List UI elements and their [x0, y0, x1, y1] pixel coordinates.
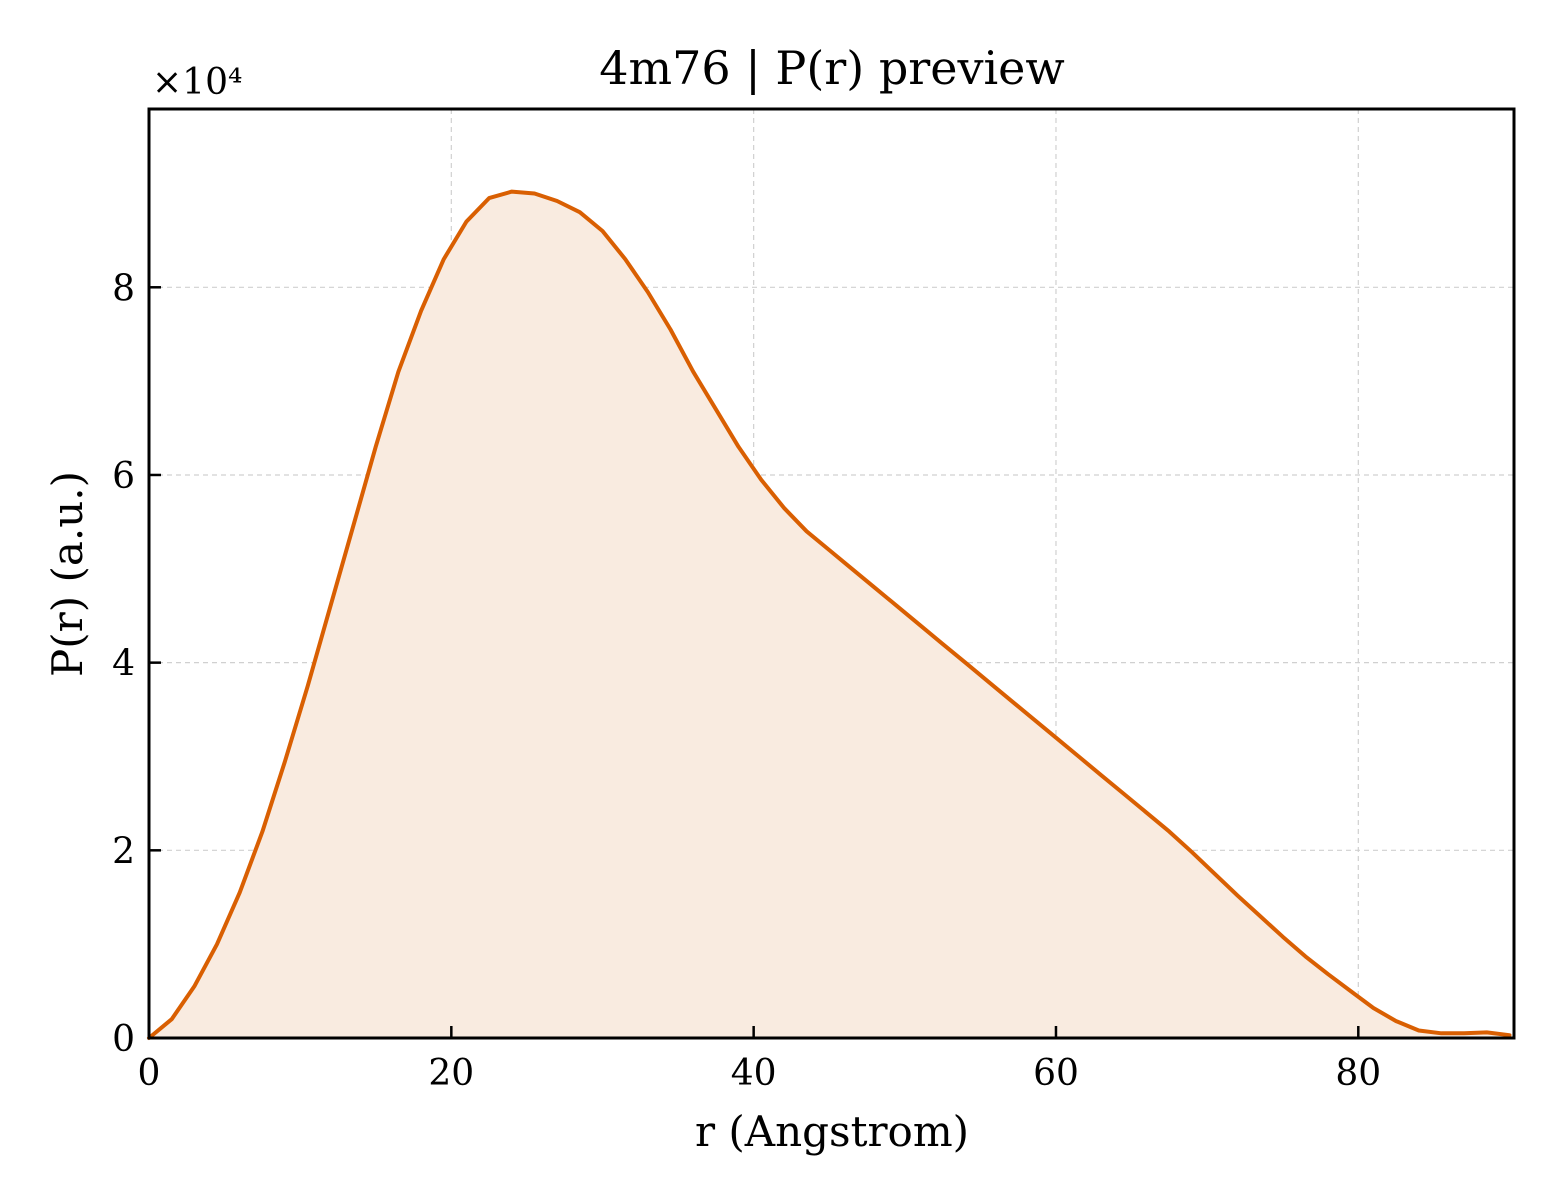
pr-area-fill	[149, 191, 1510, 1039]
x-axis-label: r (Angstrom)	[695, 1107, 969, 1156]
y-tick-label: 0	[112, 1019, 135, 1060]
x-tick-label: 60	[1033, 1053, 1079, 1094]
x-tick-label: 40	[731, 1053, 777, 1094]
x-tick-label: 0	[138, 1053, 161, 1094]
pr-curve-line	[147, 189, 1512, 1040]
x-tick-label: 20	[428, 1053, 474, 1094]
y-axis-label: P(r) (a.u.)	[43, 471, 92, 677]
y-axis-multiplier: ×10⁴	[152, 62, 242, 103]
y-tick-label: 8	[112, 268, 135, 309]
y-tick-label: 6	[112, 456, 135, 497]
chart-title: 4m76 | P(r) preview	[599, 41, 1065, 95]
y-tick-label: 4	[112, 644, 135, 685]
x-tick-label: 80	[1335, 1053, 1381, 1094]
plot-frame	[147, 107, 1516, 1040]
tick-labels: 0 20 40 60 80 0 2 4 6 8	[112, 268, 1381, 1094]
y-tick-label: 2	[112, 831, 135, 872]
axis-ticks	[147, 286, 1360, 1040]
